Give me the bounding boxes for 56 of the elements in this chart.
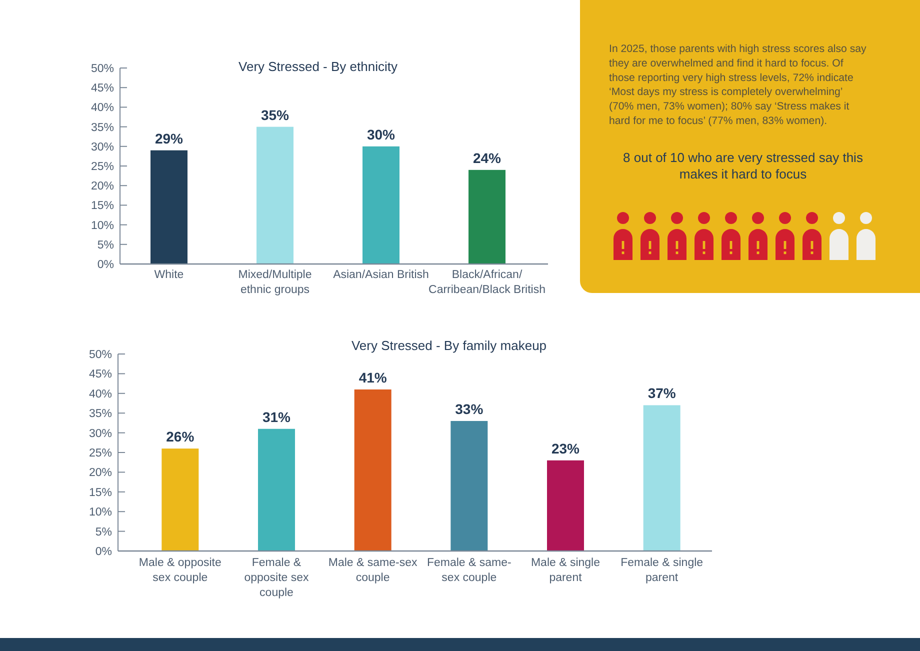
bar <box>468 170 506 264</box>
data-label: 33% <box>455 400 484 417</box>
x-tick-label: Male & same-sex couple <box>328 557 418 584</box>
bar <box>643 405 680 551</box>
y-tick-label: 15% <box>90 200 114 212</box>
x-tick-label: Female & opposite sex couple <box>244 557 310 599</box>
y-tick-label: 45% <box>88 368 112 381</box>
data-label: 23% <box>551 440 580 456</box>
y-tick-label: 30% <box>90 141 114 154</box>
y-tick-label: 20% <box>90 180 114 193</box>
y-tick-label: 25% <box>88 448 112 460</box>
data-label: 41% <box>358 369 388 386</box>
y-tick-label: 50% <box>88 349 112 362</box>
y-tick-label: 40% <box>88 388 112 400</box>
y-tick-label: 25% <box>90 161 114 174</box>
x-tick-label: White <box>154 269 184 281</box>
bar <box>256 126 294 264</box>
chart-title: Very Stressed - By family makeup <box>351 338 547 353</box>
y-tick-label: 15% <box>88 486 112 499</box>
x-tick-label: Male & opposite sex couple <box>138 557 222 584</box>
x-tick-label: Black/African/Carribean/Black British <box>428 269 546 296</box>
y-tick-label: 45% <box>90 82 114 95</box>
bar <box>162 448 199 551</box>
data-label: 31% <box>262 408 292 425</box>
data-label: 35% <box>260 106 290 123</box>
x-tick-label: Asian/Asian British <box>333 269 429 281</box>
y-tick-label: 35% <box>88 408 112 420</box>
chart-title: Very Stressed - By ethnicity <box>238 59 398 74</box>
x-tick-label: Mixed/Multiple ethnic groups <box>238 269 312 296</box>
y-tick-label: 0% <box>97 259 114 272</box>
data-label: 37% <box>648 385 676 402</box>
y-tick-label: 35% <box>90 122 114 134</box>
text: 8 out of 10 who are very stressed say this makes it hard to focus <box>623 150 864 182</box>
bar <box>258 428 295 551</box>
x-tick-label: Female & same-sex couple <box>426 557 512 584</box>
bar <box>362 146 400 264</box>
x-tick-label: Male & single parent <box>530 557 600 584</box>
bar <box>354 389 392 551</box>
x-tick-label: Female & single parent <box>620 557 704 584</box>
y-tick-label: 0% <box>95 546 112 558</box>
bar <box>450 420 488 551</box>
text: In 2025, those parents with high stress scores also say they are overwhelmed and find it hard to focus. Of those reporting very high stress levels, 72% indicate ‘Most days my stress is completely overwhelming’ (70% men, 73% women); 80% say ‘Stress makes it hard for me to focus’ (77% men, 83% women). <box>609 43 868 127</box>
y-tick-label: 20% <box>88 467 112 480</box>
data-label: 26% <box>166 428 195 445</box>
y-tick-label: 30% <box>88 428 112 440</box>
y-tick-label: 5% <box>97 239 114 252</box>
bar <box>547 460 584 551</box>
data-label: 29% <box>154 130 184 146</box>
bar <box>150 150 188 264</box>
y-tick-label: 10% <box>88 506 112 519</box>
y-tick-label: 5% <box>95 526 112 538</box>
y-tick-label: 10% <box>90 220 114 232</box>
y-tick-label: 40% <box>90 102 114 114</box>
data-label: 30% <box>366 126 396 142</box>
y-tick-label: 50% <box>90 63 114 76</box>
data-label: 24% <box>472 150 502 166</box>
